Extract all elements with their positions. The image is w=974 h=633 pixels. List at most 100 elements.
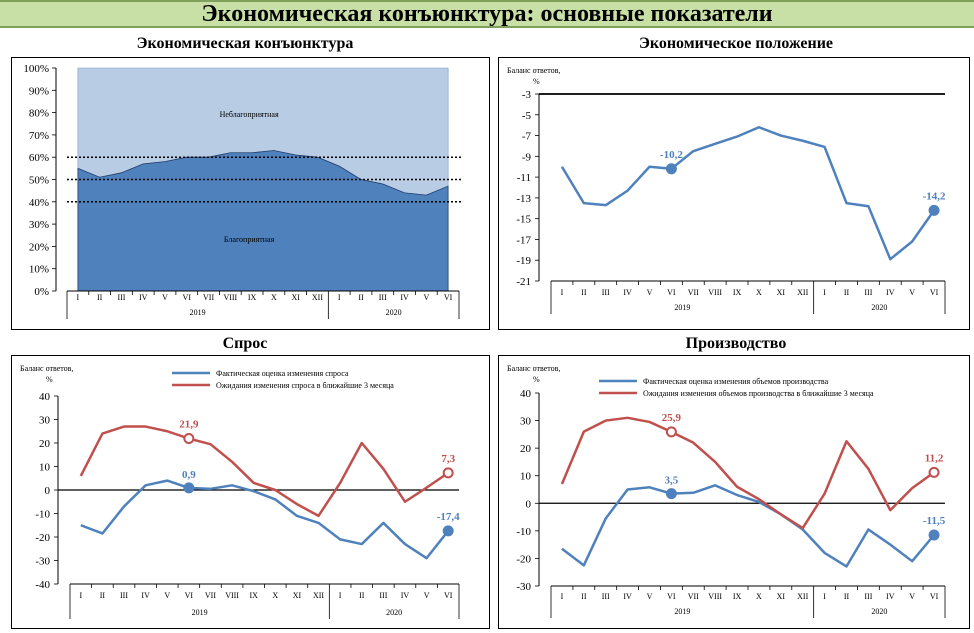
x-tick-label: V bbox=[909, 592, 915, 601]
unfavorable-label: Неблагоприятная bbox=[220, 110, 279, 119]
x-tick-label: IV bbox=[139, 293, 148, 302]
x-tick-label: VI bbox=[444, 293, 453, 302]
x-tick-label: VIII bbox=[708, 592, 722, 601]
y-tick-label: 20 bbox=[39, 438, 51, 450]
data-label: 0,9 bbox=[182, 469, 196, 481]
legend-label: Фактическая оценка изменения спроса bbox=[216, 369, 349, 378]
data-label: -11,5 bbox=[923, 515, 946, 527]
y-tick-label: 10 bbox=[39, 462, 51, 474]
x-tick-label: XI bbox=[293, 591, 302, 600]
y-tick-label: 40% bbox=[29, 197, 49, 209]
x-tick-label: V bbox=[164, 591, 170, 600]
x-tick-label: V bbox=[909, 288, 915, 297]
y-tick-label: -21 bbox=[516, 276, 531, 288]
chart-panel-economic-situation: Баланс ответов,%-3-5-7-9-11-13-15-17-19-… bbox=[498, 57, 970, 330]
data-label: -10,2 bbox=[660, 149, 683, 161]
y-tick-label: 30 bbox=[520, 416, 532, 428]
y-tick-label: -5 bbox=[522, 110, 532, 122]
x-tick-label: III bbox=[120, 591, 128, 600]
x-tick-label: VI bbox=[667, 288, 676, 297]
highlight-marker bbox=[930, 468, 939, 477]
x-tick-label: I bbox=[338, 293, 341, 302]
x-tick-label: I bbox=[823, 288, 826, 297]
series-line bbox=[562, 485, 934, 566]
highlight-marker bbox=[667, 164, 676, 173]
x-tick-label: V bbox=[423, 293, 429, 302]
panel-title-demand: Спрос bbox=[0, 335, 490, 353]
x-tick-label: XII bbox=[312, 293, 323, 302]
panel-title-conjuncture: Экономическая конъюнктура bbox=[0, 35, 490, 53]
x-tick-label: VII bbox=[203, 293, 214, 302]
y-tick-label: 50% bbox=[29, 175, 49, 187]
y-tick-label: -10 bbox=[35, 509, 50, 521]
x-tick-label: I bbox=[339, 591, 342, 600]
y-tick-label: 60% bbox=[29, 152, 49, 164]
y-tick-label: -7 bbox=[522, 131, 532, 143]
x-tick-label: VI bbox=[183, 293, 192, 302]
series-line bbox=[562, 127, 934, 259]
y-tick-label: -20 bbox=[516, 553, 531, 565]
y-tick-label: 30% bbox=[29, 219, 49, 231]
x-tick-label: III bbox=[602, 592, 610, 601]
highlight-marker bbox=[184, 434, 193, 443]
y-tick-label: -10 bbox=[516, 526, 531, 538]
highlight-marker bbox=[930, 530, 939, 539]
x-tick-label: VIII bbox=[225, 591, 239, 600]
x-tick-label: XI bbox=[291, 293, 300, 302]
x-tick-label: X bbox=[271, 293, 277, 302]
data-label: 7,3 bbox=[441, 453, 455, 465]
y-tick-label: 40 bbox=[39, 391, 51, 403]
y-tick-label: -3 bbox=[522, 89, 532, 101]
y-tick-label: 0% bbox=[34, 286, 49, 298]
x-tick-label: VII bbox=[688, 288, 699, 297]
y-tick-label: -11 bbox=[517, 172, 531, 184]
x-tick-label: IX bbox=[248, 293, 257, 302]
series-line bbox=[562, 418, 934, 528]
y-tick-label: 70% bbox=[29, 130, 49, 142]
x-tick-label: II bbox=[581, 288, 587, 297]
x-tick-label: II bbox=[581, 592, 587, 601]
panel-title-economic-situation: Экономическое положение bbox=[498, 35, 974, 53]
series-line bbox=[81, 481, 448, 559]
x-tick-label: V bbox=[424, 591, 430, 600]
x-tick-label: II bbox=[97, 293, 103, 302]
x-tick-label: III bbox=[379, 591, 387, 600]
x-tick-label: III bbox=[864, 288, 872, 297]
x-tick-label: I bbox=[561, 592, 564, 601]
x-tick-label: XII bbox=[797, 592, 808, 601]
year-label-2019: 2019 bbox=[190, 308, 206, 317]
highlight-marker bbox=[667, 489, 676, 498]
y-tick-label: 30 bbox=[39, 415, 51, 427]
x-tick-label: V bbox=[162, 293, 168, 302]
y-tick-label: 90% bbox=[29, 85, 49, 97]
x-tick-label: I bbox=[79, 591, 82, 600]
conjuncture-chart: 0%10%20%30%40%50%60%70%80%90%100%Неблаго… bbox=[12, 58, 489, 329]
data-label: -14,2 bbox=[923, 190, 946, 202]
y-axis-title: Баланс ответов, bbox=[507, 364, 560, 373]
chart-panel-conjuncture: 0%10%20%30%40%50%60%70%80%90%100%Неблаго… bbox=[11, 57, 490, 330]
highlight-marker bbox=[184, 483, 193, 492]
x-tick-label: VIII bbox=[708, 288, 722, 297]
x-tick-label: IV bbox=[400, 293, 409, 302]
y-tick-label: -20 bbox=[35, 532, 50, 544]
series-line bbox=[81, 427, 448, 516]
favorable-label: Благоприятная bbox=[224, 235, 275, 244]
data-label: 3,5 bbox=[665, 475, 679, 487]
legend-label: Ожидания изменения объемов производства … bbox=[643, 389, 874, 398]
data-label: -17,4 bbox=[437, 511, 460, 523]
y-tick-label: 10 bbox=[520, 471, 532, 483]
x-tick-label: IX bbox=[733, 592, 742, 601]
y-tick-label: 20 bbox=[520, 443, 532, 455]
y-tick-label: -40 bbox=[35, 579, 50, 591]
x-tick-label: III bbox=[117, 293, 125, 302]
x-tick-label: IV bbox=[141, 591, 150, 600]
legend-label: Ожидания изменения спроса в ближайшие 3 … bbox=[216, 381, 394, 390]
x-tick-label: XI bbox=[777, 288, 786, 297]
highlight-marker bbox=[444, 468, 453, 477]
year-label-2019: 2019 bbox=[674, 303, 690, 312]
data-label: 11,2 bbox=[925, 452, 944, 464]
